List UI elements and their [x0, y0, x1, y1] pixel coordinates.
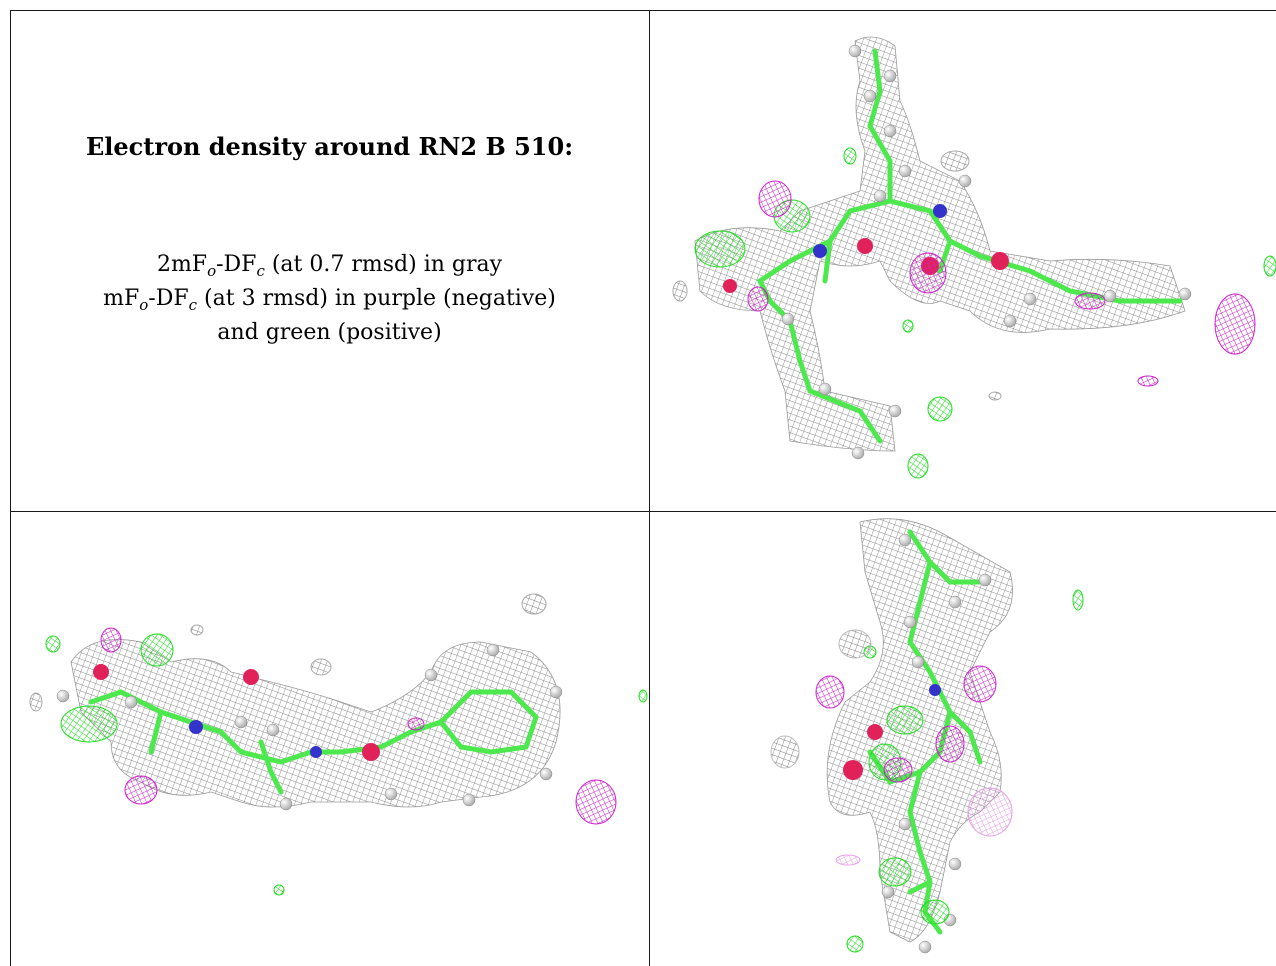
caption-body: 2mFo-DFc (at 0.7 rmsd) in gray mFo-DFc (… — [10, 248, 649, 350]
atom-markers — [56, 643, 563, 811]
density-2fofc-mesh — [694, 36, 1186, 452]
atom-markers — [843, 533, 992, 954]
caption-title: Electron density around RN2 B 510: — [85, 132, 574, 161]
atom-markers — [723, 44, 1192, 460]
table-center-border — [649, 10, 650, 966]
caption-cell: Electron density around RN2 B 510: 2mFo-… — [10, 10, 649, 511]
density-negative-mesh — [815, 665, 997, 783]
density-positive-mesh — [45, 633, 648, 896]
density-2fofc-mesh — [826, 518, 1013, 943]
density-gray-fragments — [672, 150, 1002, 401]
stick-model — [88, 689, 539, 795]
view-top-right — [650, 11, 1276, 511]
table-middle-border — [10, 511, 1276, 512]
caption-line-2: mFo-DFc (at 3 rmsd) in purple (negative) — [103, 286, 556, 314]
density-negative-faint-mesh — [835, 787, 1013, 866]
table-top-border — [10, 10, 1276, 11]
view-bottom-left — [11, 512, 649, 966]
view-bottom-right — [650, 512, 1276, 966]
caption-line-1: 2mFo-DFc (at 0.7 rmsd) in gray — [156, 252, 503, 280]
stick-model — [867, 529, 983, 935]
density-gray-fragments — [770, 629, 872, 769]
density-gray-fragments — [29, 593, 547, 712]
table-left-border — [10, 10, 11, 966]
density-negative-mesh — [747, 180, 1256, 387]
density-positive-mesh — [846, 589, 1084, 953]
density-negative-mesh — [100, 627, 617, 825]
caption-line-3: and green (positive) — [217, 320, 442, 345]
